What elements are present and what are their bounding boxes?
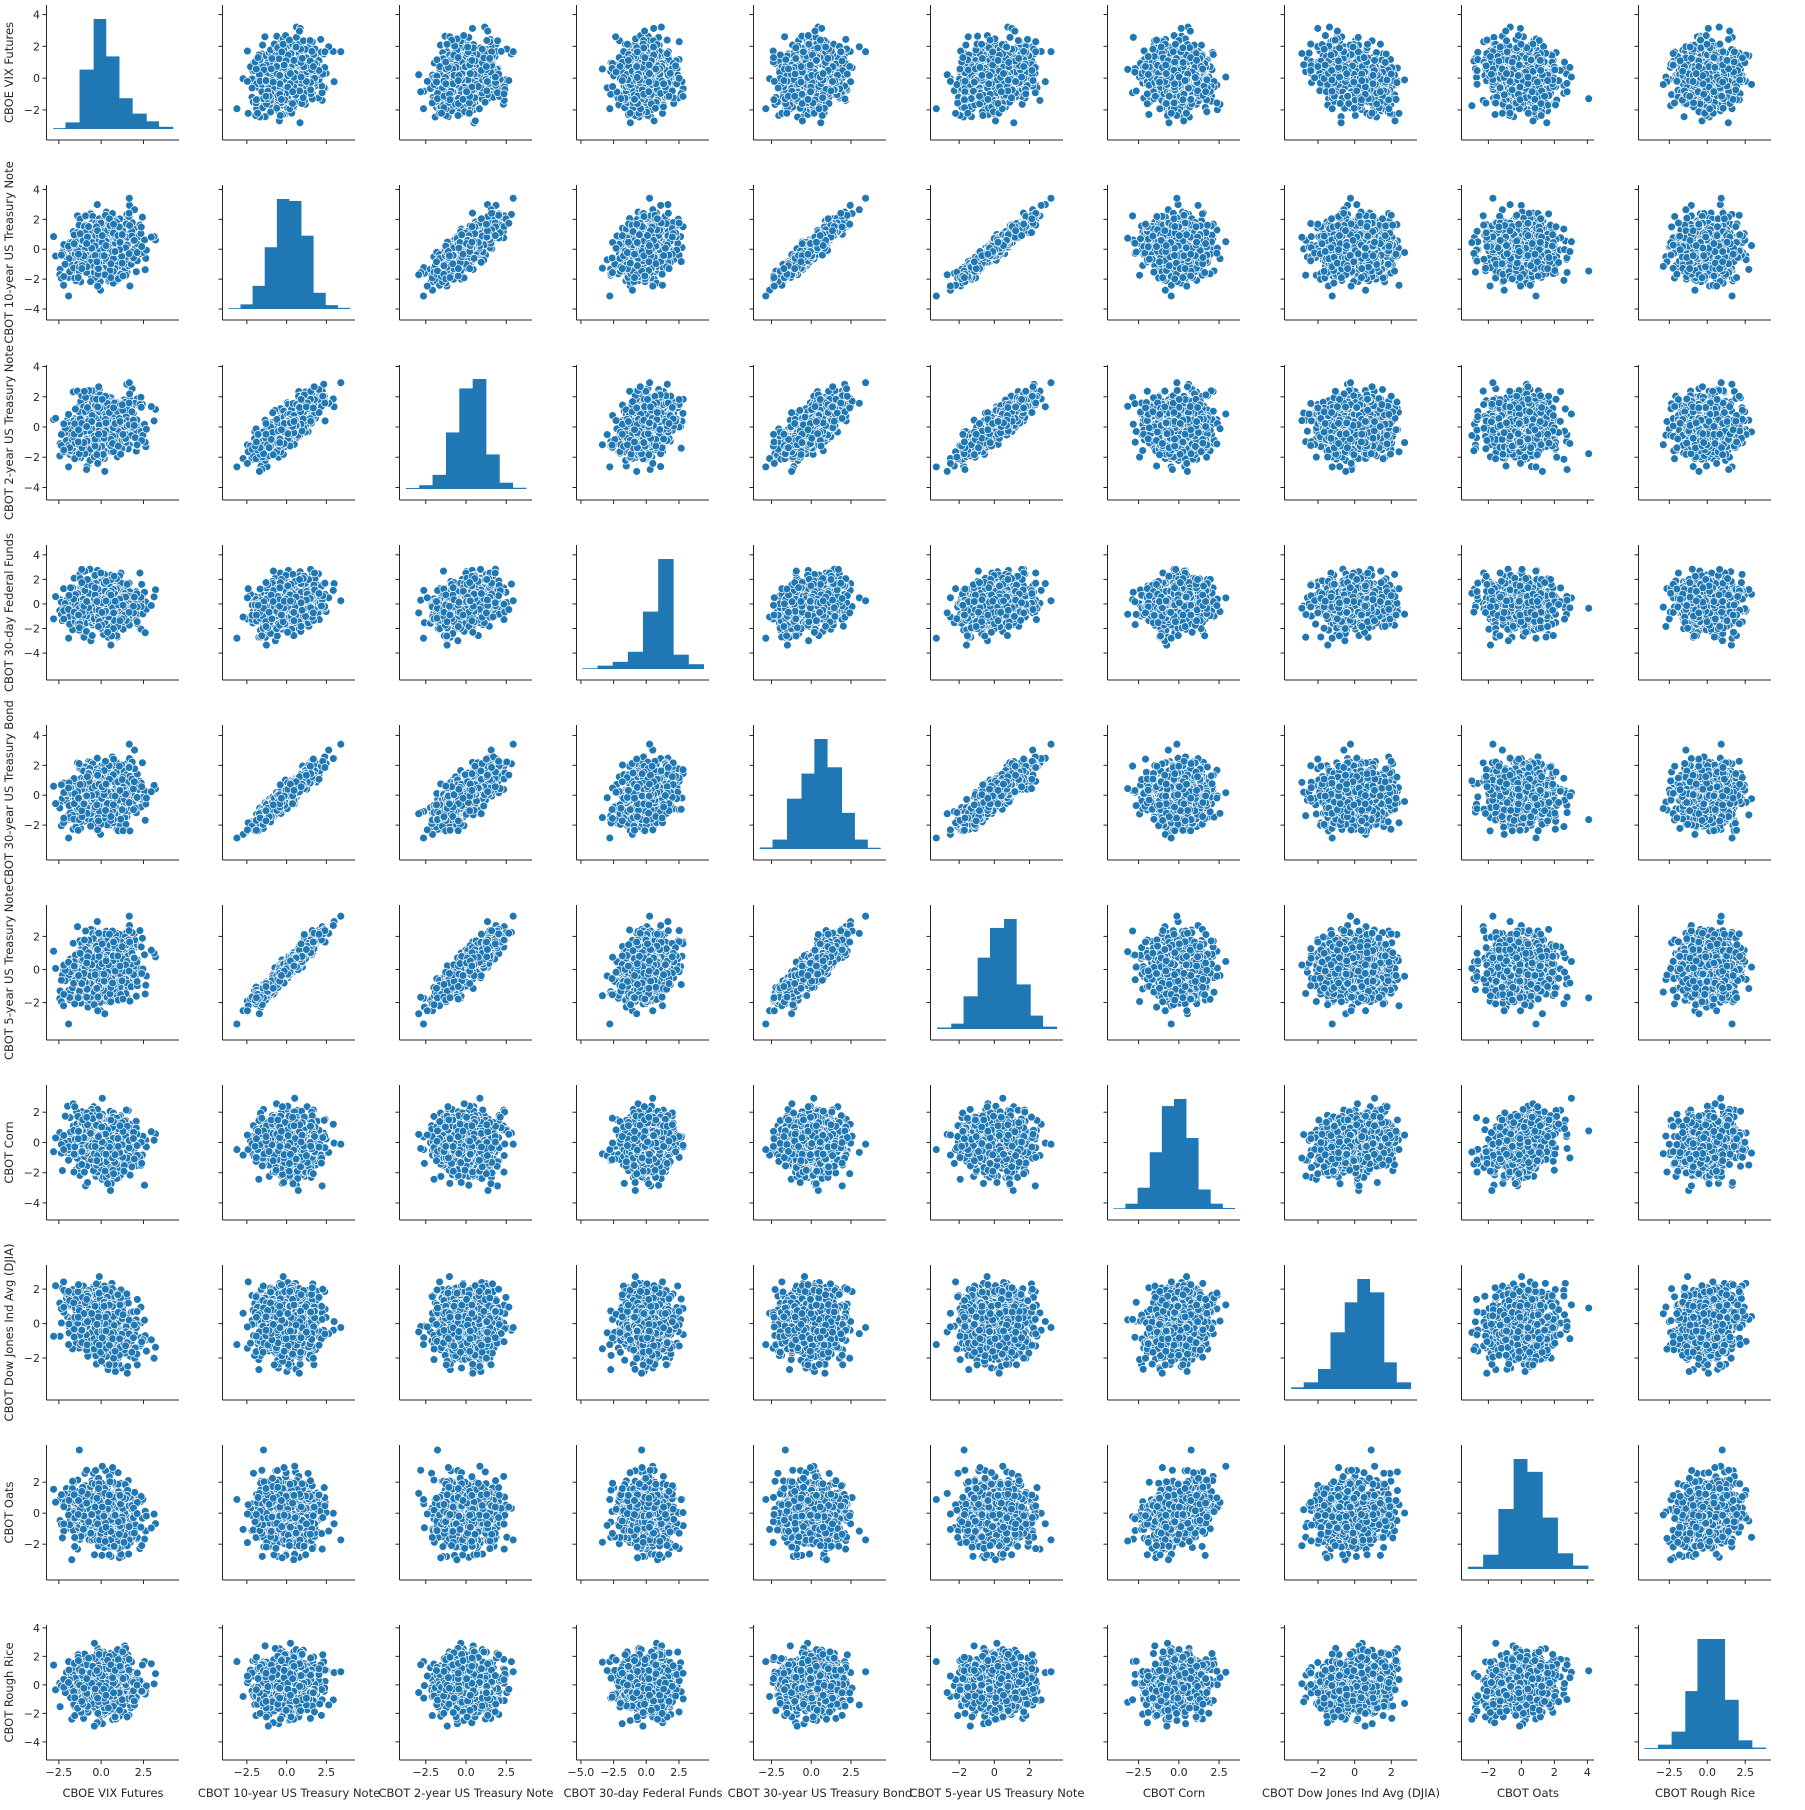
y-tick-label: 4 <box>33 9 40 22</box>
scatter-point <box>276 112 284 120</box>
histogram-bar <box>132 114 146 129</box>
histogram-bar <box>119 98 133 129</box>
histogram-bar <box>65 122 79 129</box>
y-tick-label: 0 <box>33 72 40 85</box>
scatter-point <box>296 119 304 127</box>
scatter-point <box>248 84 256 92</box>
panel-0-0: −2 0 2 4 <box>24 5 179 144</box>
histogram-bar <box>53 128 66 129</box>
y-tick-label: −2 <box>24 104 40 117</box>
scatter-point <box>261 33 269 41</box>
histogram-bar <box>94 19 107 129</box>
scatter-point <box>306 37 314 45</box>
scatter-point <box>244 110 252 118</box>
scatter-point <box>317 36 325 44</box>
y-tick-label: 2 <box>33 40 40 53</box>
panel-0-1 <box>219 5 356 144</box>
scatter-point <box>244 47 252 55</box>
histogram-bar <box>80 70 94 129</box>
scatter-point <box>259 41 267 49</box>
scatter-point <box>233 105 241 113</box>
histogram-bar <box>159 127 173 129</box>
scatter-point <box>330 78 338 86</box>
histogram-bar <box>146 121 159 129</box>
scatter-point <box>337 48 345 56</box>
scatter-point <box>267 108 275 116</box>
scatter-point <box>308 48 316 56</box>
histogram-bar <box>106 56 120 129</box>
